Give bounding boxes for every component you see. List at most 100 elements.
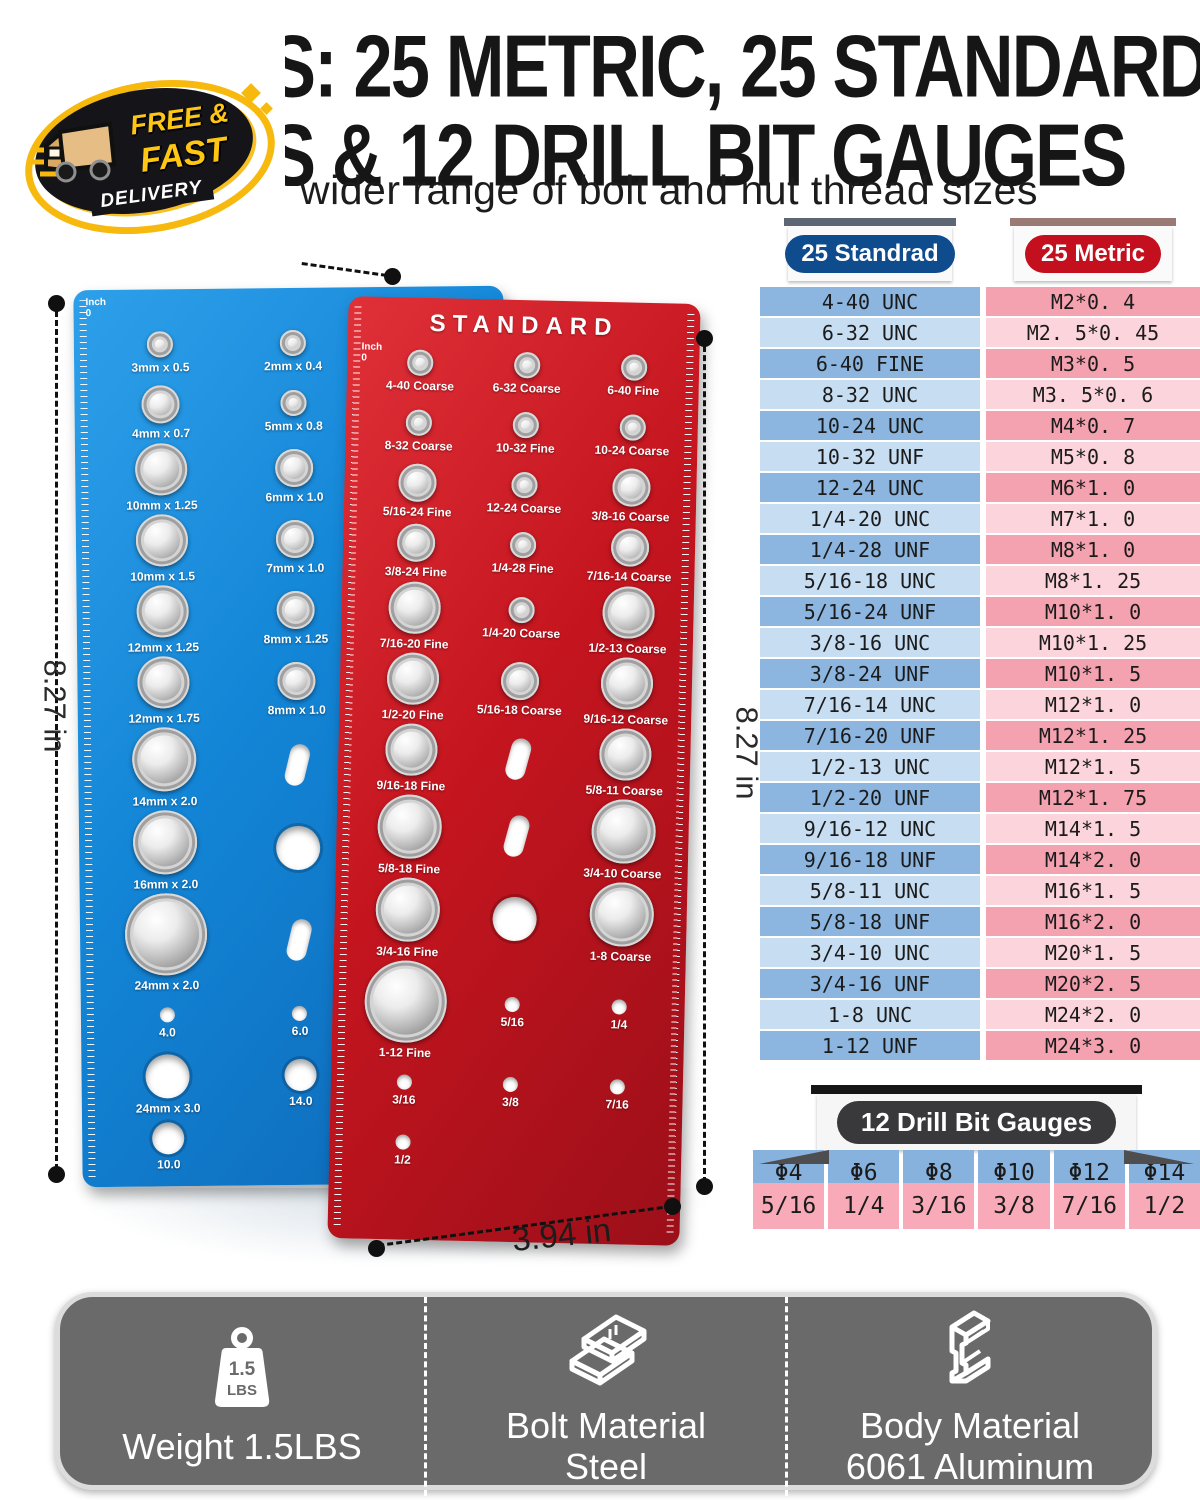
- standard-size-value: 10-24 UNC: [815, 413, 925, 438]
- standard-size-row: 12-24 UNC: [760, 473, 980, 502]
- standard-size-value: 5/8-18 UNF: [809, 909, 931, 934]
- thread-size-label: 3/4-10 Coarse: [583, 865, 662, 882]
- standard-size-value: 10-32 UNF: [815, 444, 925, 469]
- metric-size-row: M10*1. 0: [986, 597, 1200, 626]
- standard-size-row: 1-8 UNC: [760, 1000, 980, 1029]
- thread-size-label: 7mm x 1.0: [266, 560, 325, 576]
- metric-size-value: M12*1. 75: [1038, 785, 1148, 810]
- plate-cell: 10-32 Fine: [496, 404, 556, 463]
- standard-size-row: 10-32 UNF: [760, 442, 980, 471]
- drill-imperial-cell: 5/16: [753, 1183, 825, 1229]
- metric-size-row: M3. 5*0. 6: [986, 380, 1200, 409]
- plate-cell: 6.0: [291, 993, 308, 1051]
- thread-size-label: 4.0: [159, 1025, 176, 1040]
- page-title-line2: S & 12 DRILL BIT GAUGES: [285, 105, 1127, 186]
- drill-header-pill: 12 Drill Bit Gauges: [836, 1100, 1117, 1144]
- thread-size-label: 10mm x 1.25: [126, 497, 198, 513]
- bolt-icon: [388, 581, 442, 635]
- plate-cell: 24mm x 2.0: [124, 892, 208, 993]
- metric-tab-bar: [1010, 218, 1176, 226]
- feature-weight-label: Weight 1.5LBS: [122, 1425, 362, 1467]
- plate-cell: 10-24 Coarse: [594, 406, 670, 466]
- standard-size-value: 5/16-24 UNF: [803, 599, 937, 624]
- gauge-hole: [492, 896, 538, 942]
- metric-size-row: M8*1. 25: [986, 566, 1200, 595]
- standard-size-row: 1/4-28 UNF: [760, 535, 980, 564]
- feature-bolt-material: Bolt Material Steel: [424, 1297, 788, 1496]
- metric-size-row: M3*0. 5: [986, 349, 1200, 378]
- small-hole: [292, 1005, 308, 1022]
- standard-size-row: 10-24 UNC: [760, 411, 980, 440]
- small-hole: [609, 1079, 626, 1095]
- drill-imperial-cell: 3/16: [903, 1183, 975, 1229]
- bolt-icon: [277, 661, 316, 701]
- plate-cell: 5/16-18 Coarse: [477, 660, 563, 720]
- svg-text:LBS: LBS: [227, 1382, 257, 1399]
- standard-size-value: 9/16-12 UNC: [803, 816, 937, 841]
- plate-cell: 3mm x 0.5: [131, 323, 190, 382]
- metric-size-value: M24*3. 0: [1044, 1033, 1142, 1058]
- plate-cell: 7mm x 1.0: [266, 518, 325, 577]
- bolt-icon: [135, 514, 189, 567]
- metric-size-value: M20*1. 5: [1044, 940, 1142, 965]
- plate-cell: [282, 737, 312, 795]
- plate-cell: [275, 820, 321, 878]
- bolt-icon: [375, 876, 441, 943]
- slot-hole: [503, 736, 534, 782]
- bolt-icon: [398, 462, 438, 502]
- plate-cell: 8-32 Coarse: [384, 401, 453, 461]
- plate-cell: 1-8 Coarse: [588, 881, 655, 964]
- metric-size-row: M10*1. 5: [986, 659, 1200, 688]
- feature-body-material-line2: 6061 Aluminum: [845, 1446, 1095, 1488]
- drill-tab-bar: [811, 1085, 1142, 1094]
- feature-bar: 1.5 LBS Weight 1.5LBS Bolt Material Stee…: [55, 1292, 1157, 1496]
- thread-size-label: 4-40 Coarse: [385, 377, 455, 394]
- bolt-icon: [141, 384, 181, 424]
- metric-size-value: M2*0. 4: [1050, 289, 1136, 314]
- bolt-icon: [508, 596, 535, 624]
- bolt-icon: [512, 411, 540, 438]
- metric-size-row: M14*2. 0: [986, 845, 1200, 874]
- gauge-hole: [152, 1121, 185, 1154]
- plate-cell: 12-24 Coarse: [486, 463, 562, 523]
- thread-size-label: 10mm x 1.5: [130, 569, 196, 584]
- thread-size-label: 14mm x 2.0: [132, 794, 198, 809]
- thread-size-label: 9/16-12 Coarse: [583, 711, 669, 728]
- bolt-icon: [588, 881, 655, 948]
- shoulder-left: [759, 1150, 829, 1164]
- plate-cell: 5mm x 0.8: [264, 382, 323, 441]
- right-height-dimension-line: [703, 337, 706, 1183]
- plate-cell: 5/8-18 Fine: [377, 793, 443, 876]
- standard-sizes-column: 25 Standrad 4-40 UNC 6-32 UNC 6-40 FINE …: [760, 218, 980, 1062]
- thread-size-label: 9/16-18 Fine: [376, 777, 446, 794]
- thread-size-label: 14.0: [289, 1093, 313, 1109]
- small-hole: [503, 1076, 519, 1093]
- plate-cell: 1/2-13 Coarse: [588, 585, 668, 656]
- bolt-icon: [601, 585, 655, 640]
- metric-size-row: M7*1. 0: [986, 504, 1200, 533]
- gauge-hole: [284, 1058, 317, 1092]
- bolt-icon: [280, 389, 307, 416]
- standard-size-value: 3/4-16 UNF: [809, 971, 931, 996]
- feature-body-material-line1: Body Material: [859, 1405, 1081, 1446]
- standard-size-row: 9/16-12 UNC: [760, 814, 980, 843]
- standard-size-row: 3/8-24 UNF: [760, 659, 980, 688]
- plate-cell: 5/16: [500, 983, 525, 1042]
- plate-cell: 8mm x 1.0: [267, 660, 326, 719]
- bolt-icon: [275, 519, 315, 559]
- bolt-icon: [600, 656, 654, 711]
- thread-size-label: 24mm x 2.0: [134, 977, 200, 993]
- bolt-icon: [619, 413, 646, 441]
- plate-cell: 16mm x 2.0: [133, 810, 198, 892]
- plate-cell: [503, 731, 534, 789]
- bolt-icon: [397, 522, 436, 562]
- standard-size-row: 3/4-10 UNC: [760, 938, 980, 967]
- metric-size-value: M10*1. 25: [1038, 630, 1148, 655]
- bolt-icon: [598, 727, 652, 782]
- metric-size-row: M2*0. 4: [986, 287, 1200, 316]
- title-block: S: 25 METRIC, 25 STANDARD S & 12 DRILL B…: [285, 22, 1200, 186]
- bolt-icon: [274, 448, 314, 488]
- metric-size-row: M24*3. 0: [986, 1031, 1200, 1060]
- page-subtitle: wider range of bolt and nut thread sizes: [300, 167, 1038, 213]
